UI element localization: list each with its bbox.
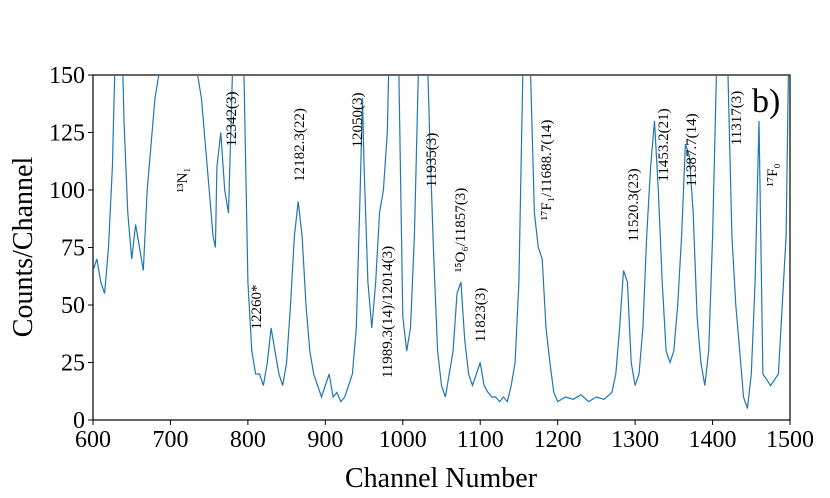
y-tick-label: 100 xyxy=(49,178,85,204)
peak-annotation: ¹⁷F₀ xyxy=(765,163,781,186)
x-tick-label: 700 xyxy=(152,427,188,453)
x-tick-label: 1200 xyxy=(534,427,582,453)
peak-annotation: 11387.7(14) xyxy=(684,113,700,186)
x-tick-label: 1400 xyxy=(689,427,737,453)
y-tick-label: 125 xyxy=(49,121,85,147)
peak-annotation: 12260* xyxy=(249,285,265,330)
y-axis-title: Counts/Channel xyxy=(8,157,39,338)
peak-annotation: ¹⁵O₆/11857(3) xyxy=(453,188,469,272)
plot-area xyxy=(93,75,789,409)
x-axis-title: Channel Number xyxy=(345,463,538,494)
y-tick-label: 0 xyxy=(73,408,85,434)
panel-label: b) xyxy=(752,83,780,120)
x-tick-label: 1300 xyxy=(611,427,659,453)
y-tick-label: 25 xyxy=(61,351,85,377)
peak-annotation: 12050(3) xyxy=(350,93,366,148)
peak-annotation: 11989.3(14)/12014(3) xyxy=(380,246,396,378)
peak-annotation: 11317(3) xyxy=(729,91,745,145)
peak-annotation: ¹⁷F₁/11688.7(14) xyxy=(539,120,555,221)
peak-annotation: 11520.3(23) xyxy=(626,168,642,241)
x-tick-label: 1500 xyxy=(766,427,814,453)
peak-annotation: 12182.3(22) xyxy=(292,108,308,182)
x-tick-label: 900 xyxy=(307,427,343,453)
x-tick-label: 600 xyxy=(75,427,111,453)
peak-annotation: 12342(3) xyxy=(224,92,240,147)
y-tick-label: 50 xyxy=(61,293,85,319)
peak-annotation: 11823(3) xyxy=(473,288,489,342)
x-tick-label: 800 xyxy=(230,427,266,453)
peak-annotation: 11453.2(21) xyxy=(656,108,672,181)
x-tick-label: 1100 xyxy=(457,427,504,453)
y-tick-label: 75 xyxy=(61,236,85,262)
peak-annotation: ¹³N₁ xyxy=(175,167,191,192)
peak-annotation: 11935(3) xyxy=(424,133,440,187)
x-tick-label: 1000 xyxy=(379,427,427,453)
spectrum-line xyxy=(93,75,789,409)
y-tick-label: 150 xyxy=(49,63,85,89)
